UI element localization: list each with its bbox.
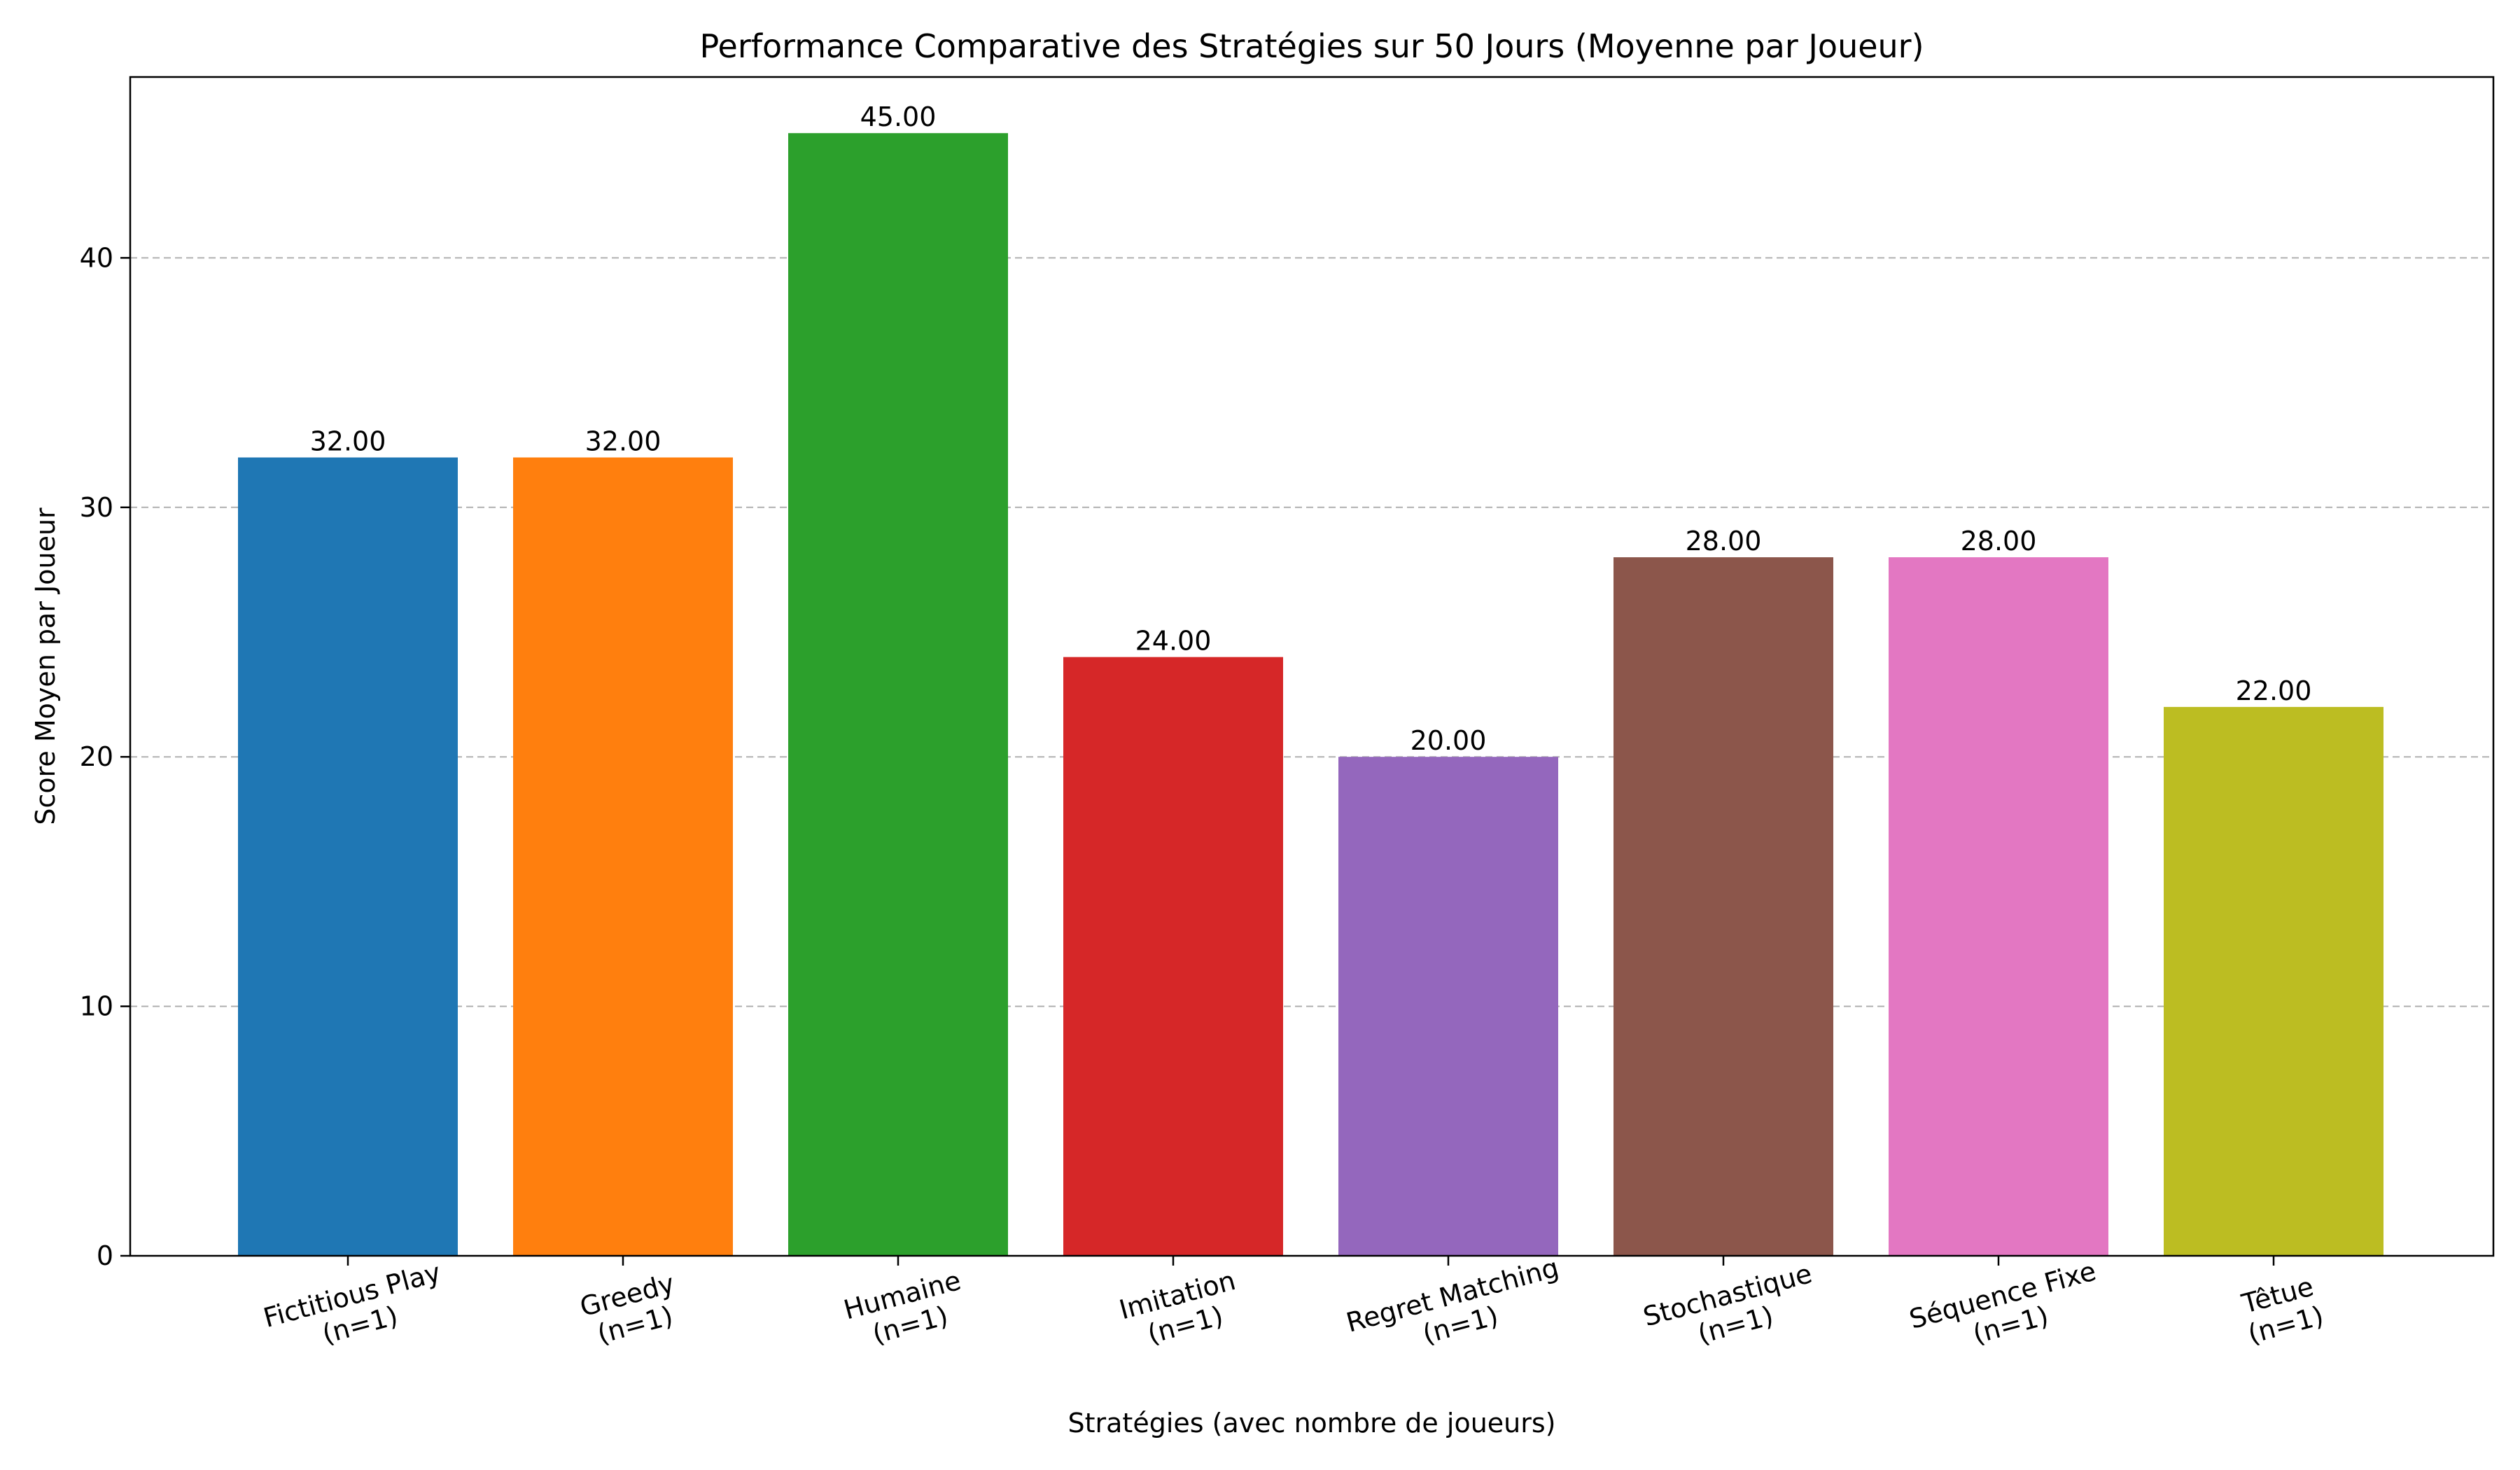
bar xyxy=(788,133,1008,1256)
bar xyxy=(1063,657,1283,1256)
bar-value-label: 32.00 xyxy=(585,426,662,457)
bar xyxy=(238,457,458,1256)
y-tick-label: 40 xyxy=(80,242,113,273)
x-tick-label: Têtue(n=1) xyxy=(2238,1271,2327,1350)
bar xyxy=(1889,557,2108,1256)
bar xyxy=(1614,557,1833,1256)
bar xyxy=(1338,757,1558,1256)
bar-value-label: 45.00 xyxy=(860,102,937,132)
bars xyxy=(238,133,2384,1256)
y-tick-label: 0 xyxy=(97,1240,113,1271)
x-axis-label: Stratégies (avec nombre de joueurs) xyxy=(1068,1408,1556,1438)
bar-value-label: 32.00 xyxy=(310,426,386,457)
y-axis-label: Score Moyen par Joueur xyxy=(30,507,61,825)
plot-frame xyxy=(129,76,2495,1257)
bar xyxy=(2164,706,2384,1256)
bar-value-label: 24.00 xyxy=(1135,626,1212,657)
bar-value-label: 22.00 xyxy=(2236,676,2312,706)
y-tick-label: 20 xyxy=(80,741,113,772)
bar-value-label: 20.00 xyxy=(1410,725,1487,756)
data-labels: 32.00 32.00 45.00 24.00 20.00 28.00 28.00 22.00 xyxy=(310,102,2312,756)
bar-value-label: 28.00 xyxy=(1686,526,1762,556)
y-axis-ticks: 0 10 20 30 40 xyxy=(80,242,130,1271)
bar-value-label: 28.00 xyxy=(1961,526,2037,556)
bar xyxy=(513,457,733,1256)
y-tick-label: 30 xyxy=(80,492,113,523)
y-tick-label: 10 xyxy=(80,991,113,1022)
chart-title: Performance Comparative des Stratégies s… xyxy=(699,27,1924,65)
